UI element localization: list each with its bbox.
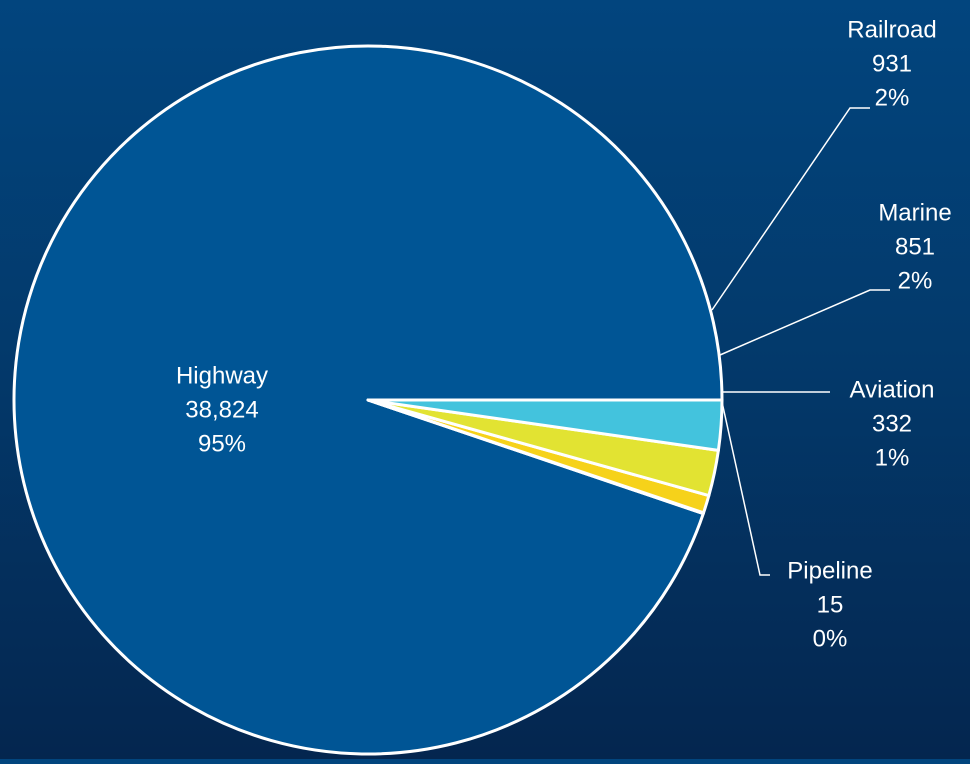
slice-label-marine: Marine [878, 200, 951, 227]
leader-line-pipeline [721, 401, 770, 576]
leader-lines [711, 107, 890, 576]
slice-labels: Highway 38,824 95% Pipeline 15 0% Aviation 332 1… [176, 17, 952, 653]
slice-label-highway: Highway [176, 363, 268, 390]
slice-value-label-railroad: 931 [872, 51, 912, 78]
slice-railroad [366, 398, 724, 452]
slice-percent-label-pipeline: 0% [813, 626, 848, 653]
slice-percent-label-aviation: 1% [875, 445, 910, 472]
slice-percent-label-marine: 2% [898, 268, 933, 295]
slice-label-pipeline: Pipeline [787, 558, 872, 585]
slice-label-railroad: Railroad [847, 17, 936, 44]
slice-value-label-pipeline: 15 [817, 592, 844, 619]
slice-percent-label-railroad: 2% [875, 85, 910, 112]
pie-slices [12, 44, 724, 756]
leader-line-marine [719, 289, 890, 356]
slice-label-aviation: Aviation [850, 377, 935, 404]
leader-line-railroad [711, 107, 870, 311]
slice-value-label-marine: 851 [895, 234, 935, 261]
slice-value-label-aviation: 332 [872, 411, 912, 438]
slice-value-label-highway: 38,824 [185, 397, 258, 424]
slice-percent-label-highway: 95% [198, 431, 246, 458]
